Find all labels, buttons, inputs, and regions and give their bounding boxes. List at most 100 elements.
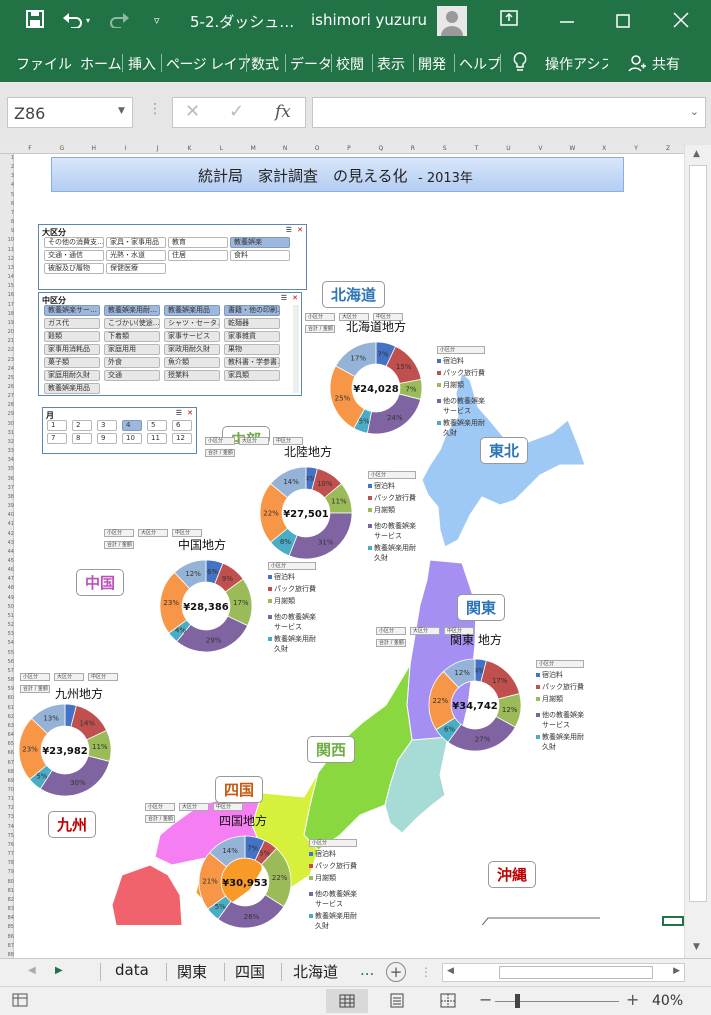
clear-filter-icon[interactable]: ✕ [297,226,303,234]
horizontal-scroll-thumb[interactable] [499,966,653,979]
slicer-item[interactable]: 家事サービス [164,331,220,342]
column-header-n[interactable]: N [282,145,288,152]
zoom-in-button[interactable]: + [626,990,640,1009]
slicer-item[interactable]: 交通 [104,370,160,381]
row-header[interactable]: 45 [7,558,14,564]
row-header[interactable]: 56 [7,658,14,665]
row-header[interactable]: 61 [7,704,14,711]
tab-developer[interactable]: 開発 [418,57,446,73]
row-header[interactable]: 51 [7,612,14,619]
slicer-item[interactable]: 家具類 [224,370,280,381]
slicer-item[interactable]: 下着類 [104,331,160,342]
tab-file[interactable]: ファイル [16,57,72,73]
row-header[interactable]: 50 [7,603,14,610]
more-sheets-button[interactable]: ... [360,961,375,979]
scroll-right-icon[interactable]: ▶ [673,966,680,976]
tab-view[interactable]: 表示 [377,57,405,73]
chart-legend[interactable]: 小区分 宿泊料 パック旅行費 月謝類 他の教養娯楽サービス 教養娯楽用耐久財 [368,471,420,565]
slicer-item[interactable]: 9 [97,433,117,444]
row-header[interactable]: 24 [7,365,14,372]
donut-chart[interactable]: 14% 11% 30% 5% 23% 13% ¥23,982 [17,702,113,798]
row-header[interactable]: 40 [7,512,14,519]
slicer-item[interactable]: 2 [72,420,92,431]
column-header-f[interactable]: F [28,145,32,152]
legend-filter-button[interactable]: 小区分 [268,562,316,570]
column-header-u[interactable]: U [506,145,511,152]
donut-slice[interactable] [335,341,377,378]
row-header[interactable]: 79 [7,869,14,876]
row-header[interactable]: 19 [7,319,14,326]
column-header-p[interactable]: P [347,145,351,152]
column-header-t[interactable]: T [474,145,479,152]
slicer-item[interactable]: 家具・家事用品 [106,237,166,248]
field-filter-button[interactable]: 小区分 [104,529,134,537]
row-header[interactable]: 18 [7,310,14,317]
vertical-scroll-thumb[interactable] [689,165,707,902]
row-header[interactable]: 5 [10,191,14,198]
scroll-left-icon[interactable]: ◀ [447,966,454,976]
row-header[interactable]: 55 [7,649,14,656]
legend-filter-button[interactable]: 小区分 [437,346,485,354]
row-header[interactable]: 74 [7,823,14,830]
tab-home[interactable]: ホーム [80,57,122,73]
row-header[interactable]: 44 [7,548,14,555]
lightbulb-icon[interactable] [512,52,528,75]
slicer-item[interactable]: シャツ・セータ… [164,318,220,329]
slicer-item[interactable]: 教養娯楽 [230,237,290,248]
column-header-o[interactable]: O [314,145,320,152]
sheet-tab-hokkaido[interactable]: 北海道 [293,963,339,981]
column-header-h[interactable]: H [91,145,96,152]
donut-slice[interactable] [30,703,66,735]
share-button[interactable]: 共有 [652,57,680,73]
zoom-out-button[interactable]: − [479,990,493,1009]
row-header[interactable]: 87 [7,942,14,949]
name-box[interactable]: Z86 ▼ [7,97,133,128]
sheet-stats-icon[interactable] [12,993,28,1010]
undo-icon[interactable] [62,10,84,33]
row-header[interactable]: 69 [7,777,14,784]
cancel-icon[interactable]: ✕ [185,101,201,122]
vertical-scrollbar[interactable]: ▲ ▼ [684,145,711,960]
row-header[interactable]: 81 [7,887,14,894]
row-header[interactable]: 4 [10,182,14,189]
quick-access-customize-icon[interactable]: ▿ [154,14,160,27]
row-header[interactable]: 72 [7,805,14,812]
row-header[interactable]: 7 [10,209,14,216]
row-header[interactable]: 25 [7,374,14,381]
row-header[interactable]: 58 [7,677,14,684]
donut-slice[interactable] [208,835,246,868]
row-header[interactable]: 38 [7,493,14,500]
row-header[interactable]: 16 [7,292,14,299]
sheet-tab-shikoku[interactable]: 四国 [235,963,266,981]
minimize-icon[interactable] [560,12,574,33]
field-filter-button[interactable]: 大区分 [54,673,84,681]
add-sheet-icon[interactable]: + [386,962,406,982]
donut-slice[interactable] [39,755,111,797]
field-filter-button[interactable]: 大区分 [239,437,269,445]
slicer-item[interactable]: 穀類 [44,331,100,342]
slicer-item[interactable]: 授業料 [164,370,220,381]
row-header[interactable]: 64 [7,732,14,739]
row-header[interactable]: 32 [7,438,14,445]
row-header[interactable]: 42 [7,530,14,537]
slicer-item[interactable]: 果物 [224,344,280,355]
slicer-item[interactable]: 教養娯楽用耐… [104,305,160,316]
zoom-level[interactable]: 40% [652,993,684,1009]
user-name[interactable]: ishimori yuzuru [311,11,427,29]
field-filter-button[interactable]: 小区分 [145,803,175,811]
ribbon-display-options-icon[interactable] [500,10,518,31]
row-header[interactable]: 86 [7,933,14,940]
donut-slice[interactable] [173,559,207,590]
row-header[interactable]: 80 [7,878,14,885]
row-header[interactable]: 46 [7,567,14,574]
donut-chart[interactable]: 15% 7% 24% 5% 25% 17% 7% ¥24,028 [328,340,424,436]
tab-data[interactable]: データ [290,57,332,73]
row-header[interactable]: 53 [7,631,14,638]
row-header[interactable]: 52 [7,622,14,629]
column-header-x[interactable]: X [602,145,607,152]
row-header[interactable]: 68 [7,768,14,775]
row-header[interactable]: 75 [7,832,14,839]
slicer-item[interactable]: 教科書・学参書… [224,357,280,368]
slicer-item[interactable]: 菓子類 [44,357,100,368]
row-header[interactable]: 62 [7,713,14,720]
